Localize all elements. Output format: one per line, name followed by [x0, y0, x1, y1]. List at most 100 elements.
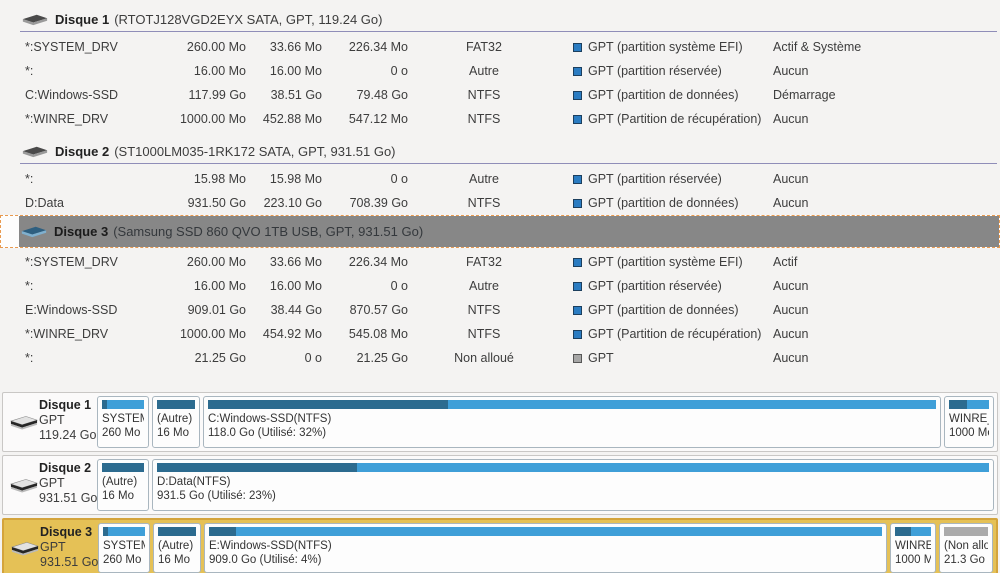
partition-box[interactable]: (Autre) 16 Mo [97, 459, 149, 511]
partition-size: 931.5 Go (Utilisé: 23%) [157, 490, 276, 502]
disk1-map[interactable]: Disque 1 GPT 119.24 Go SYSTEM_ 260 Mo ( … [2, 392, 998, 452]
table-row[interactable]: D:Data 931.50 Go 223.10 Go 708.39 Go NTF… [0, 191, 1000, 215]
usage-bar [102, 400, 144, 409]
usage-bar [157, 463, 989, 472]
partition-box[interactable]: C:Windows-SSD(NTFS) 118.0 Go (Utilisé: 3… [203, 396, 941, 448]
usage-bar [208, 400, 936, 409]
used-value: 454.92 Mo [262, 327, 322, 341]
partition-type-icon [573, 305, 582, 315]
partition-box[interactable]: WINRE_[ 1000 Mo [944, 396, 994, 448]
disk3-header-selected[interactable]: Disque 3 (Samsung SSD 860 QVO 1TB USB, G… [0, 215, 1000, 248]
table-row[interactable]: *: 16.00 Mo 16.00 Mo 0 o Autre GPT (part… [0, 274, 1000, 298]
status-value: Aucun [773, 351, 809, 365]
partition-size: 260 Mo ( [102, 427, 144, 439]
map-disk-scheme: GPT [40, 540, 66, 554]
partition-box[interactable]: SYSTEM_ 260 Mo ( [98, 523, 150, 573]
unused-value: 545.08 Mo [348, 327, 408, 341]
partition-name: C:Windows-SSD [25, 88, 119, 102]
disk-icon [10, 479, 38, 493]
disk2-header[interactable]: Disque 2 (ST1000LM035-1RK172 SATA, GPT, … [0, 140, 1000, 163]
partition-type-icon [573, 114, 582, 124]
partition-name: *:WINRE_DRV [25, 112, 109, 126]
partition-label: WINRE_[ [949, 413, 989, 425]
partition-label: (Non allo [944, 540, 988, 552]
partition-size: 909.0 Go (Utilisé: 4%) [209, 554, 322, 566]
partition-name: *:SYSTEM_DRV [25, 40, 118, 54]
partition-box[interactable]: D:Data(NTFS) 931.5 Go (Utilisé: 23%) [152, 459, 994, 511]
partition-size: 1000 Mo [895, 554, 931, 566]
capacity-value: 15.98 Mo [193, 172, 246, 186]
type-value: GPT (partition réservée) [588, 172, 722, 186]
disk1-header[interactable]: Disque 1 (RTOTJ128VGD2EYX SATA, GPT, 119… [0, 8, 1000, 31]
partition-size: 118.0 Go (Utilisé: 32%) [208, 427, 327, 439]
map-disk-size: 119.24 Go [39, 428, 97, 442]
partition-label: D:Data(NTFS) [157, 476, 231, 488]
partition-box[interactable]: WINRE_[ 1000 Mo [890, 523, 936, 573]
partition-box[interactable]: (Autre) 16 Mo [152, 396, 200, 448]
type-value: GPT (partition réservée) [588, 64, 722, 78]
partition-type-icon [573, 66, 582, 76]
map-disk-title: Disque 1 [39, 398, 92, 412]
usage-bar [895, 527, 931, 536]
table-row[interactable]: *:WINRE_DRV 1000.00 Mo 452.88 Mo 547.12 … [0, 107, 1000, 131]
divider [20, 31, 997, 32]
disk-icon [22, 14, 48, 26]
status-value: Démarrage [773, 88, 836, 102]
disk-icon [11, 542, 39, 556]
partition-label: (Autre) [158, 540, 194, 552]
filesystem-value: Autre [469, 172, 499, 186]
partition-size: 260 Mo ( [103, 554, 145, 566]
disk-icon [10, 416, 38, 430]
status-value: Aucun [773, 327, 809, 341]
capacity-value: 931.50 Go [187, 196, 246, 210]
filesystem-value: NTFS [467, 88, 501, 102]
used-value: 16.00 Mo [269, 279, 322, 293]
table-row[interactable]: *: 21.25 Go 0 o 21.25 Go Non alloué GPT … [0, 346, 1000, 370]
type-value: GPT (Partition de récupération) [588, 327, 762, 341]
map-disk-size: 931.51 Go [40, 555, 99, 569]
table-row[interactable]: *: 16.00 Mo 16.00 Mo 0 o Autre GPT (part… [0, 59, 1000, 83]
capacity-value: 909.01 Go [187, 303, 246, 317]
unused-value: 226.34 Mo [348, 255, 408, 269]
table-row[interactable]: *:SYSTEM_DRV 260.00 Mo 33.66 Mo 226.34 M… [0, 250, 1000, 274]
used-value: 452.88 Mo [262, 112, 322, 126]
partition-type-icon [573, 42, 582, 52]
table-row[interactable]: C:Windows-SSD 117.99 Go 38.51 Go 79.48 G… [0, 83, 1000, 107]
partition-box[interactable]: SYSTEM_ 260 Mo ( [97, 396, 149, 448]
table-row[interactable]: *:WINRE_DRV 1000.00 Mo 454.92 Mo 545.08 … [0, 322, 1000, 346]
unused-value: 79.48 Go [356, 88, 408, 102]
type-value: GPT (partition de données) [588, 303, 739, 317]
status-value: Actif & Système [773, 40, 862, 54]
type-value: GPT (partition réservée) [588, 279, 722, 293]
unused-value: 708.39 Go [349, 196, 408, 210]
partition-label: SYSTEM_ [103, 540, 145, 552]
partition-box[interactable]: E:Windows-SSD(NTFS) 909.0 Go (Utilisé: 4… [204, 523, 887, 573]
filesystem-value: Non alloué [454, 351, 514, 365]
filesystem-value: NTFS [467, 196, 501, 210]
type-value: GPT (partition de données) [588, 88, 739, 102]
partition-name: *: [25, 64, 34, 78]
unallocated-type-icon [573, 353, 582, 363]
partition-type-icon [573, 257, 582, 267]
partition-size: 16 Mo [157, 427, 189, 439]
filesystem-value: FAT32 [466, 40, 502, 54]
disk2-map[interactable]: Disque 2 GPT 931.51 Go (Autre) 16 Mo D:D… [2, 455, 998, 515]
partition-label: (Autre) [102, 476, 138, 488]
partition-label: (Autre) [157, 413, 193, 425]
filesystem-value: NTFS [467, 303, 501, 317]
partition-size: 16 Mo [158, 554, 190, 566]
status-value: Aucun [773, 112, 809, 126]
table-row[interactable]: *:SYSTEM_DRV 260.00 Mo 33.66 Mo 226.34 M… [0, 35, 1000, 59]
capacity-value: 16.00 Mo [193, 279, 246, 293]
table-row[interactable]: E:Windows-SSD 909.01 Go 38.44 Go 870.57 … [0, 298, 1000, 322]
partition-name: *: [25, 279, 34, 293]
disk3-map-selected[interactable]: Disque 3 GPT 931.51 Go SYSTEM_ 260 Mo ( … [2, 518, 998, 573]
status-value: Aucun [773, 279, 809, 293]
partition-label: C:Windows-SSD(NTFS) [208, 413, 332, 425]
map-disk-title: Disque 2 [39, 461, 92, 475]
table-row[interactable]: *: 15.98 Mo 15.98 Mo 0 o Autre GPT (part… [0, 167, 1000, 191]
used-value: 33.66 Mo [269, 40, 322, 54]
unallocated-box[interactable]: (Non allo 21.3 Go [939, 523, 993, 573]
partition-box[interactable]: (Autre) 16 Mo [153, 523, 201, 573]
